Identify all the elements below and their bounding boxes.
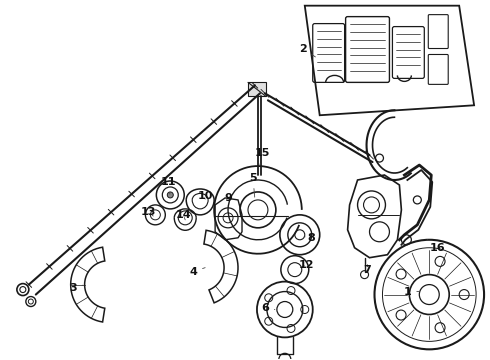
Text: 15: 15 — [254, 148, 270, 165]
Text: 2: 2 — [299, 44, 316, 57]
Text: 8: 8 — [305, 233, 316, 243]
Circle shape — [167, 192, 173, 198]
Text: 9: 9 — [224, 193, 232, 210]
Text: 13: 13 — [141, 207, 156, 217]
Text: 7: 7 — [364, 265, 371, 275]
Text: 16: 16 — [427, 240, 445, 253]
Text: 12: 12 — [299, 260, 315, 270]
Text: 14: 14 — [175, 210, 191, 220]
Bar — [248, 82, 266, 96]
Text: 4: 4 — [189, 267, 205, 276]
Text: 5: 5 — [249, 173, 257, 197]
Text: 1: 1 — [403, 287, 419, 297]
Text: 11: 11 — [161, 177, 176, 194]
Text: 3: 3 — [69, 283, 83, 293]
Text: 10: 10 — [197, 191, 213, 201]
Text: 6: 6 — [261, 302, 275, 312]
